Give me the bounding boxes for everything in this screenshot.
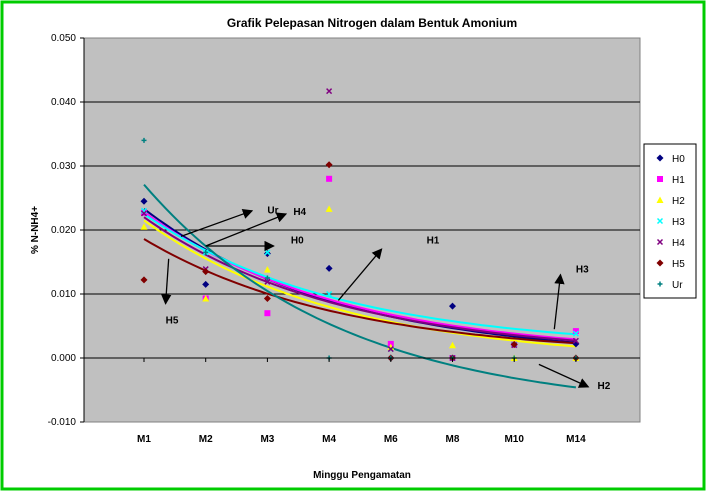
data-point-h3 <box>572 330 579 337</box>
legend-marker-h5 <box>656 259 664 267</box>
data-point-h4 <box>140 210 148 217</box>
data-point-h4 <box>326 88 333 95</box>
data-point-h4 <box>264 278 271 285</box>
data-point-h5 <box>325 161 333 169</box>
annotation-label: H0 <box>291 236 304 247</box>
data-point-h1 <box>326 175 333 182</box>
legend-items: H0 H1 H2 H3 H4 H5 Ur <box>656 154 685 291</box>
legend-marker-h4 <box>656 238 664 246</box>
x-tick-label: M10 <box>504 434 524 445</box>
y-tick-label: 0.020 <box>51 225 76 236</box>
annotation-arrow <box>538 363 590 388</box>
legend-label: H0 <box>672 154 685 165</box>
legend-label: H1 <box>672 175 685 186</box>
data-point-h2 <box>140 223 148 230</box>
x-tick-label: M6 <box>384 434 398 445</box>
legend-box <box>643 143 697 299</box>
annotation-label: H2 <box>597 381 610 392</box>
annotation-label: Ur <box>267 206 278 217</box>
legend-marker-ur <box>657 281 663 287</box>
legend-label: H3 <box>672 217 685 228</box>
legend-marker-h0 <box>656 154 664 162</box>
data-point-ur <box>203 249 209 255</box>
data-point-h5 <box>263 294 271 302</box>
data-point-h0 <box>202 280 210 288</box>
legend: H0 H1 H2 H3 H4 H5 Ur <box>643 143 697 299</box>
data-point-h2 <box>263 266 271 273</box>
annotation-arrow <box>337 248 383 301</box>
y-tick-label: 0.050 <box>51 33 76 44</box>
trendline-h4 <box>143 216 576 342</box>
trendlines <box>143 183 577 389</box>
axes: -0.010 0.000 0.010 0.020 0.030 0.040 0.050 M1 M2… <box>48 33 640 445</box>
y-tick-label: 0.030 <box>51 161 76 172</box>
data-point-h4 <box>387 346 394 353</box>
data-point-h0 <box>263 250 271 258</box>
legend-label: H2 <box>672 196 685 207</box>
data-point-h2 <box>449 341 456 349</box>
trendline-h5 <box>143 238 576 345</box>
y-tick-label: 0.000 <box>51 353 76 364</box>
x-axis-label: Minggu Pengamatan <box>313 470 411 481</box>
y-tick-label: 0.040 <box>51 97 76 108</box>
data-point-h1 <box>264 310 271 317</box>
data-point-h2 <box>387 343 395 351</box>
chart-title: Grafik Pelepasan Nitrogen dalam Bentuk A… <box>227 16 517 30</box>
x-tick-label: M4 <box>322 434 336 445</box>
data-point-h0 <box>325 264 333 272</box>
annotation-label: H3 <box>576 264 589 275</box>
trendline-ur <box>143 183 577 389</box>
annotation-arrow <box>553 273 565 330</box>
data-point-h2 <box>325 205 333 212</box>
data-point-h5 <box>510 341 518 349</box>
data-point-h1 <box>572 328 579 335</box>
x-tick-label: M2 <box>199 434 213 445</box>
data-point-h5 <box>140 276 148 284</box>
x-tick-label: M14 <box>566 434 586 445</box>
legend-label: H4 <box>672 238 685 249</box>
legend-marker-h1 <box>657 176 663 182</box>
trendline-h2 <box>143 219 576 348</box>
x-tick-label: M3 <box>260 434 274 445</box>
data-point-h3 <box>326 290 333 298</box>
y-axis-label: % N-NH4+ <box>30 206 41 254</box>
data-point-ur <box>141 137 147 143</box>
y-tick-label: -0.010 <box>48 417 77 428</box>
legend-marker-h3 <box>656 217 664 225</box>
data-point-h2 <box>202 294 210 302</box>
legend-label: Ur <box>672 280 683 291</box>
data-point-h4 <box>572 337 579 344</box>
legend-marker-h2 <box>656 196 664 203</box>
annotation-arrow <box>205 212 288 247</box>
legend-label: H5 <box>672 259 685 270</box>
annotations: Ur H4 H0 H1 H5 H3 H2 <box>161 206 611 392</box>
x-tick-label: M1 <box>137 434 151 445</box>
data-point-ur <box>264 275 270 281</box>
data-point-h0 <box>449 302 456 310</box>
annotation-arrow <box>161 258 172 305</box>
annotation-label: H5 <box>166 316 179 327</box>
annotation-label: H1 <box>427 236 440 247</box>
annotation-label: H4 <box>293 207 306 218</box>
y-tick-label: 0.010 <box>51 289 76 300</box>
data-point-h5 <box>202 268 210 276</box>
annotation-arrow <box>180 208 254 238</box>
x-tick-label: M8 <box>446 434 460 445</box>
data-point-h0 <box>140 197 148 205</box>
